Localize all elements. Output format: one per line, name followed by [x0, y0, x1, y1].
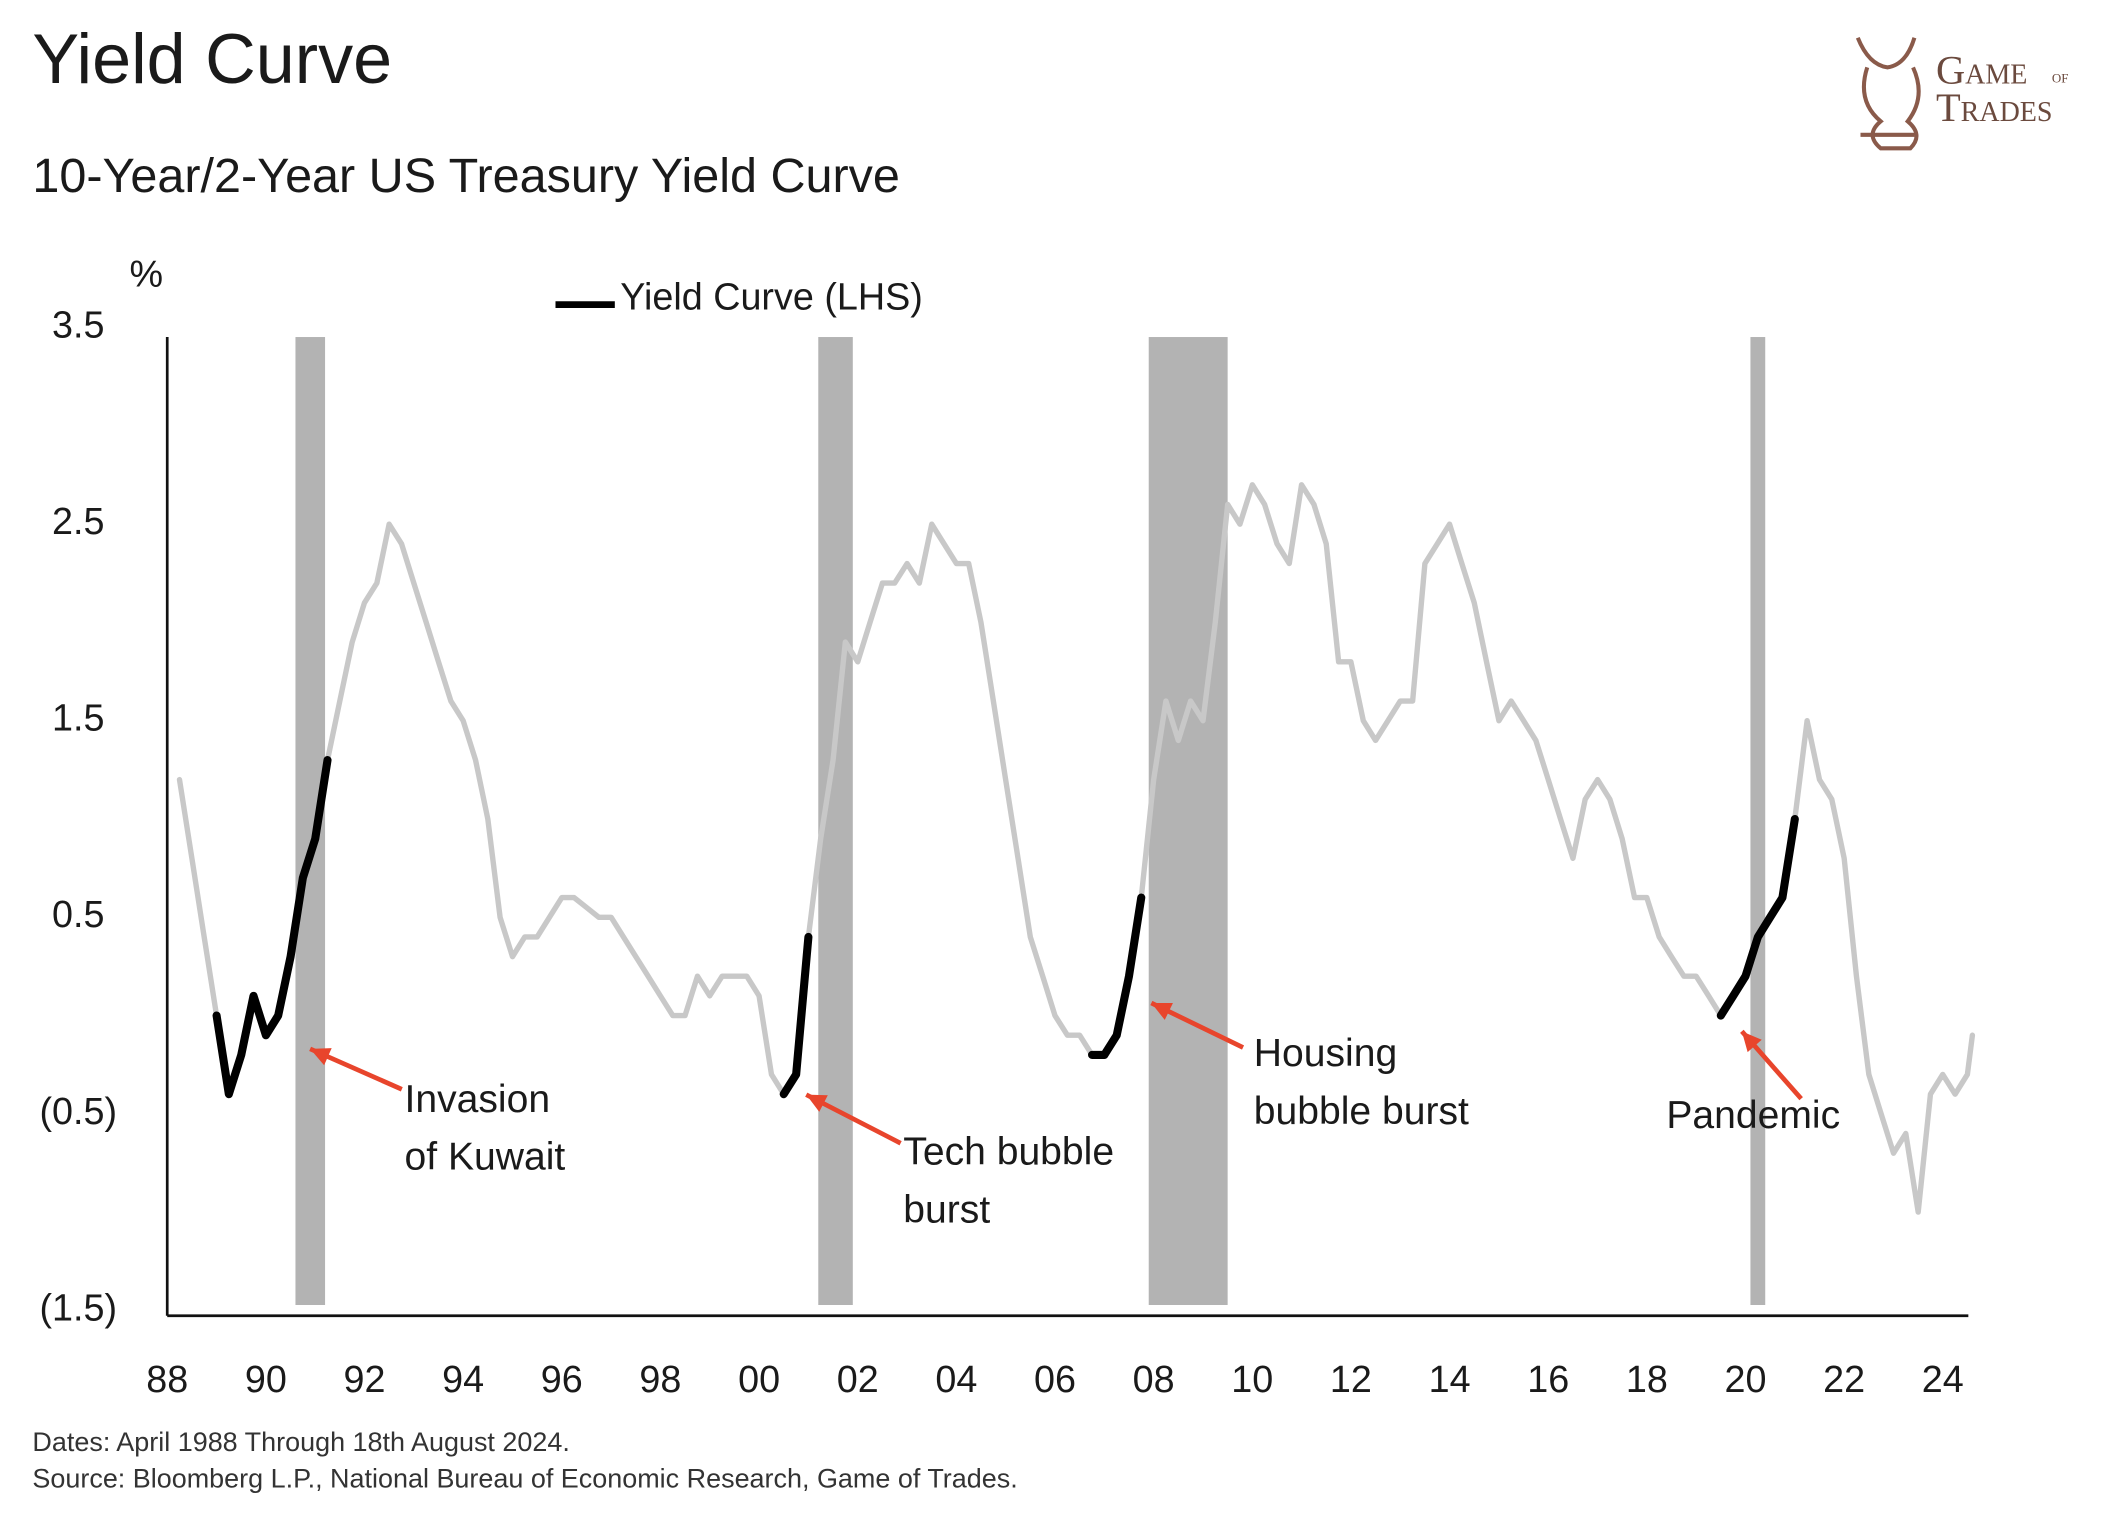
annotation-text: Pandemic	[1666, 1094, 1840, 1137]
x-tick-label: 02	[837, 1358, 879, 1400]
series-line	[176, 482, 1976, 1215]
recession-band	[1148, 337, 1228, 1305]
x-tick-label: 88	[146, 1358, 188, 1400]
x-tick-label: 96	[541, 1358, 583, 1400]
annotation-arrowhead	[310, 1048, 332, 1066]
y-tick-label: 2.5	[52, 500, 104, 542]
y-tick-label: (1.5)	[39, 1286, 117, 1328]
x-tick-label: 18	[1626, 1358, 1668, 1400]
x-tick-label: 24	[1922, 1358, 1964, 1400]
annotation-arrowhead	[1151, 1003, 1173, 1020]
x-tick-label: 06	[1034, 1358, 1076, 1400]
recession-band	[1750, 337, 1766, 1305]
y-axis-label: %	[129, 252, 163, 294]
x-tick-label: 98	[639, 1358, 681, 1400]
x-tick-label: 20	[1725, 1358, 1767, 1400]
x-tick-label: 94	[442, 1358, 484, 1400]
x-tick-label: 14	[1429, 1358, 1471, 1400]
chart-title: Yield Curve	[32, 20, 392, 98]
x-tick-label: 04	[935, 1358, 977, 1400]
annotation-text: of Kuwait	[405, 1136, 566, 1179]
y-tick-label: 1.5	[52, 697, 104, 739]
logo-text: Game	[1936, 47, 2027, 92]
annotation-text: burst	[903, 1188, 990, 1231]
annotation-arrowhead	[1741, 1031, 1762, 1053]
annotation-arrowhead	[806, 1094, 828, 1112]
annotation-text: bubble burst	[1254, 1090, 1469, 1133]
y-tick-label: 0.5	[52, 893, 104, 935]
annotation-text: Invasion	[405, 1078, 551, 1121]
x-tick-label: 90	[245, 1358, 287, 1400]
x-tick-label: 10	[1231, 1358, 1273, 1400]
legend-label: Yield Curve (LHS)	[620, 275, 923, 317]
y-tick-label: 3.5	[52, 304, 104, 346]
logo-icon	[1855, 36, 1921, 151]
footnote: Source: Bloomberg L.P., National Bureau …	[32, 1463, 1017, 1493]
x-tick-label: 00	[738, 1358, 780, 1400]
logo-text: of	[2052, 67, 2069, 88]
x-tick-label: 16	[1527, 1358, 1569, 1400]
annotation-text: Housing	[1254, 1032, 1397, 1075]
footnote: Dates: April 1988 Through 18th August 20…	[32, 1427, 569, 1457]
y-tick-label: (0.5)	[39, 1090, 117, 1132]
series-line	[212, 756, 1799, 1099]
x-tick-label: 22	[1823, 1358, 1865, 1400]
logo-text: Trades	[1936, 85, 2052, 130]
x-tick-label: 12	[1330, 1358, 1372, 1400]
chart-subtitle: 10-Year/2-Year US Treasury Yield Curve	[32, 149, 899, 203]
annotation-text: Tech bubble	[903, 1130, 1114, 1173]
x-tick-label: 92	[344, 1358, 386, 1400]
x-tick-label: 08	[1133, 1358, 1175, 1400]
logo: Game of Trades	[1855, 36, 2069, 151]
